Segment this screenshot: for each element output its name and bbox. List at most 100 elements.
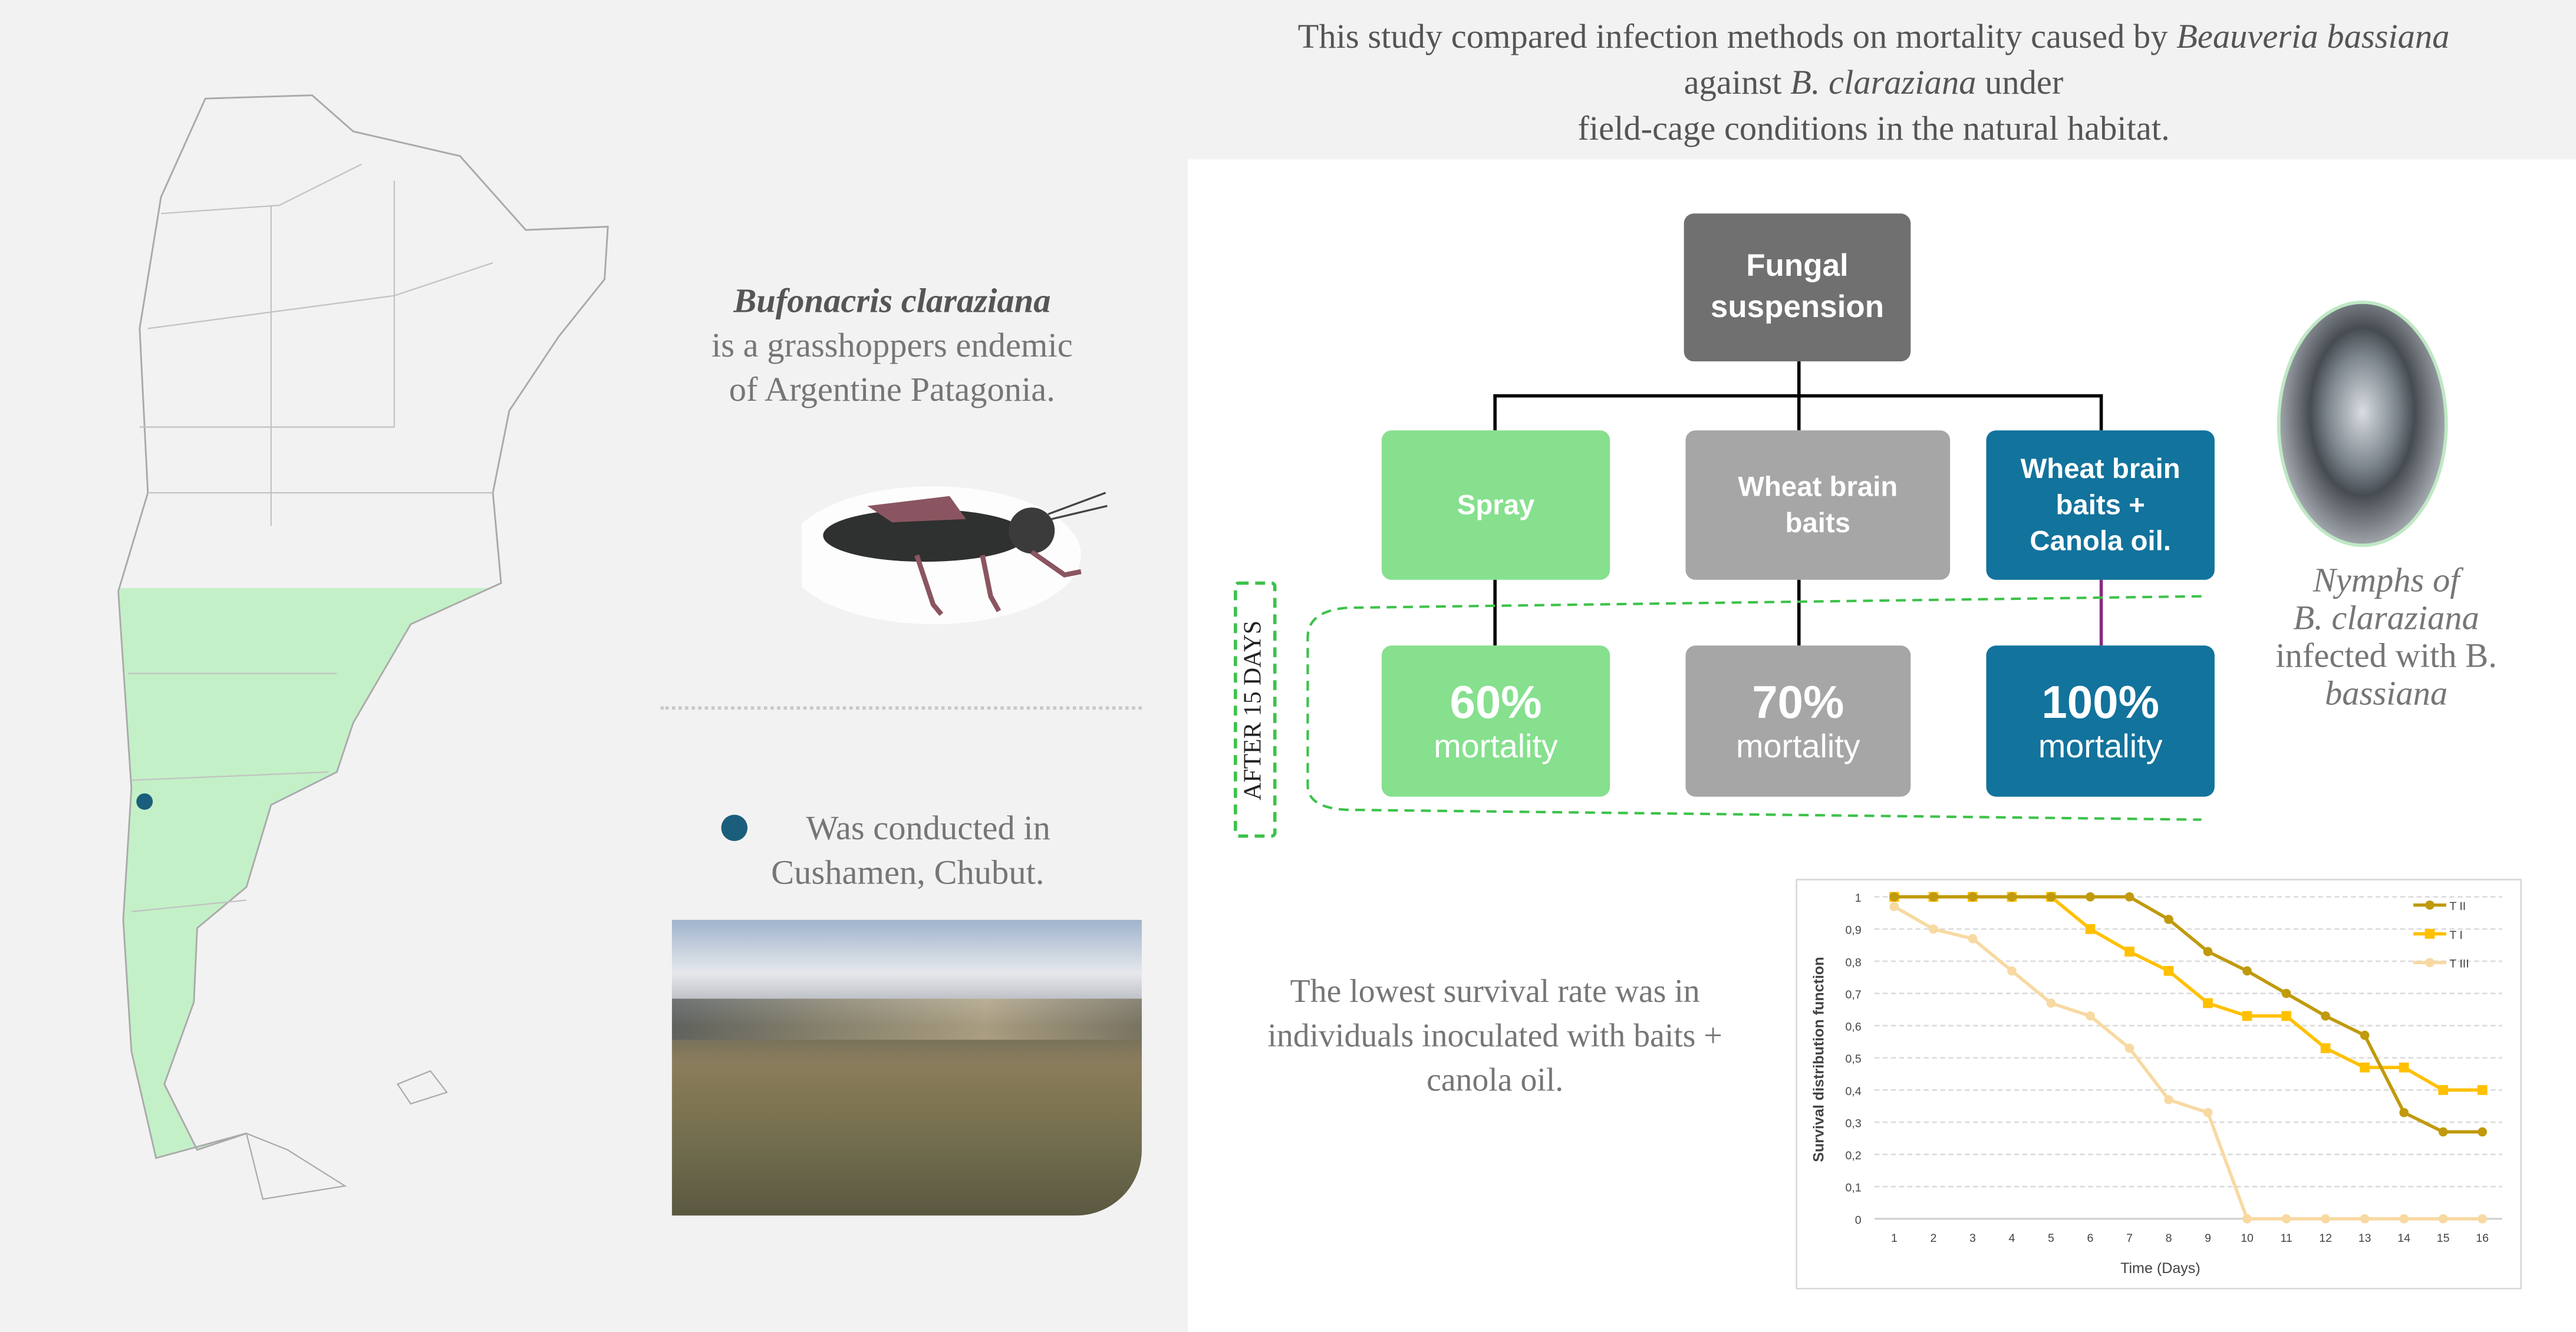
- connector: [1493, 579, 1497, 646]
- y-tick-label: 0,5: [1846, 1053, 1862, 1066]
- x-tick-label: 10: [2241, 1232, 2254, 1245]
- data-point: [2281, 1214, 2291, 1224]
- data-point: [2477, 1085, 2488, 1095]
- treatment-baits-oil-box: Wheat brain baits + Canola oil.: [1986, 430, 2215, 580]
- header-line2: against B. claraziana under: [1684, 62, 2064, 102]
- header-panel: [1188, 0, 2576, 160]
- divider: [660, 706, 1142, 710]
- y-tick-label: 0,7: [1846, 988, 1862, 1001]
- treatment-baits-box: Wheat brain baits: [1685, 430, 1951, 580]
- data-point: [2085, 924, 2096, 934]
- mortality-value: 100%: [2041, 675, 2159, 727]
- data-point: [2321, 1011, 2330, 1021]
- data-point: [2242, 1011, 2252, 1021]
- data-point: [2399, 1214, 2409, 1224]
- x-tick-label: 12: [2319, 1232, 2332, 1245]
- location-marker: [136, 793, 153, 810]
- x-tick-label: 9: [2205, 1232, 2211, 1245]
- data-point: [2438, 1085, 2449, 1095]
- connector: [1797, 579, 1801, 646]
- legend-marker: [2425, 958, 2435, 967]
- summary-line3: canola oil.: [1427, 1063, 1564, 1099]
- data-point: [2164, 915, 2173, 924]
- data-point: [1929, 892, 1938, 902]
- data-point: [2203, 1107, 2213, 1117]
- species-line2: of Argentine Patagonia.: [729, 370, 1055, 409]
- data-point: [2007, 892, 2017, 902]
- connector: [1493, 394, 1497, 431]
- data-point: [1889, 892, 1899, 902]
- y-tick-label: 0,1: [1846, 1182, 1862, 1195]
- connector: [2099, 394, 2103, 431]
- data-point: [2320, 1043, 2331, 1053]
- location-line2: Cushamen, Chubut.: [771, 852, 1045, 892]
- series-line-tii: [1894, 895, 2483, 1134]
- mortality-value: 70%: [1752, 675, 1844, 727]
- data-point: [2242, 966, 2252, 976]
- legend-marker: [2425, 929, 2435, 939]
- landscape-photo: [671, 919, 1142, 1216]
- legend-marker: [2425, 900, 2435, 910]
- data-point: [2360, 1030, 2370, 1040]
- data-point: [2281, 1011, 2291, 1021]
- summary-line2: individuals inoculated with baits +: [1267, 1018, 1722, 1055]
- data-point: [1929, 924, 1938, 934]
- nymph-line4: bassiana: [2325, 673, 2448, 713]
- x-tick-label: 11: [2280, 1232, 2292, 1245]
- data-point: [2086, 1011, 2095, 1021]
- legend-label: T I: [2449, 929, 2462, 942]
- nymph-caption: Nymphs of B. claraziana infected with B.…: [2234, 561, 2538, 713]
- location-dot-icon: [721, 815, 748, 841]
- x-tick-label: 7: [2126, 1232, 2133, 1245]
- data-point: [2203, 998, 2213, 1008]
- y-tick-label: 0: [1855, 1214, 1862, 1227]
- data-point: [2124, 947, 2134, 957]
- data-point: [2360, 1062, 2370, 1073]
- result-baits-box: 70% mortality: [1685, 645, 1911, 797]
- data-point: [2478, 1214, 2487, 1224]
- data-point: [2046, 998, 2056, 1008]
- data-point: [2086, 892, 2095, 902]
- data-point: [2242, 1214, 2252, 1224]
- x-tick-label: 16: [2476, 1232, 2489, 1245]
- data-point: [2360, 1214, 2370, 1224]
- argentina-map: [117, 94, 609, 1200]
- summary-text: The lowest survival rate was in individu…: [1215, 971, 1774, 1104]
- x-tick-label: 13: [2358, 1232, 2371, 1245]
- treatment-spray-box: Spray: [1381, 430, 1610, 580]
- nymph-line3: infected with B.: [2275, 635, 2497, 675]
- data-point: [2399, 1107, 2409, 1117]
- study-description: This study compared infection methods on…: [1188, 13, 2559, 151]
- header-line1: This study compared infection methods on…: [1297, 16, 2450, 56]
- connector: [2099, 579, 2103, 646]
- mortality-value: 60%: [1450, 675, 1542, 727]
- x-tick-label: 8: [2166, 1232, 2172, 1245]
- data-point: [2321, 1214, 2330, 1224]
- connector: [1797, 394, 1801, 431]
- header-line3: field-cage conditions in the natural hab…: [1577, 108, 2170, 148]
- x-tick-label: 3: [1969, 1232, 1976, 1245]
- data-point: [2478, 1127, 2487, 1137]
- data-point: [1968, 892, 1978, 902]
- mortality-label: mortality: [2038, 728, 2163, 765]
- grasshopper-image: [802, 486, 1108, 625]
- y-tick-label: 0,9: [1846, 924, 1862, 937]
- y-tick-label: 0,8: [1846, 956, 1862, 969]
- data-point: [2399, 1062, 2409, 1073]
- after-15-days-label-box: AFTER 15 DAYS: [1234, 581, 1277, 838]
- after-15-days-label: AFTER 15 DAYS: [1241, 619, 1268, 800]
- location-line1: Was conducted in: [806, 808, 1050, 848]
- x-tick-label: 4: [2009, 1232, 2015, 1245]
- data-point: [2281, 988, 2291, 998]
- series-line-tiii: [1893, 905, 2483, 1221]
- x-tick-label: 15: [2437, 1232, 2450, 1245]
- data-point: [1889, 902, 1899, 911]
- y-tick-label: 0,4: [1846, 1085, 1862, 1098]
- legend-label: T III: [2449, 958, 2469, 971]
- location-text: Was conducted in Cushamen, Chubut.: [723, 806, 1092, 895]
- x-axis-label: Time (Days): [2120, 1260, 2201, 1277]
- data-point: [2007, 966, 2017, 976]
- connector: [1797, 361, 1801, 396]
- bracket: [1306, 595, 2202, 821]
- y-axis-label: Survival distribution function: [1811, 957, 1827, 1162]
